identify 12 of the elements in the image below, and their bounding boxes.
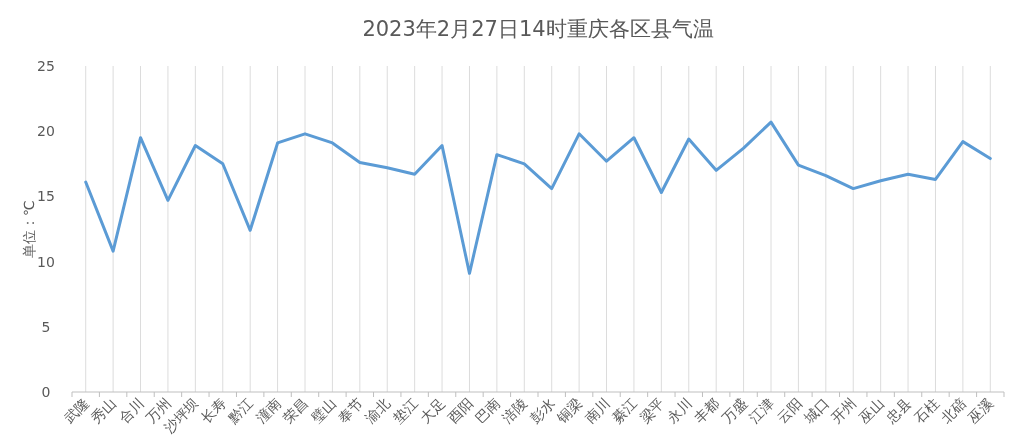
y-tick-label: 5 [41,318,51,335]
y-tick-label: 25 [37,58,55,74]
x-tick-label: 云阳 [773,394,805,426]
y-tick-label: 20 [37,123,55,140]
chart-title: 2023年2月27日14时重庆各区县气温 [362,17,714,41]
y-tick-label: 10 [37,253,55,270]
y-axis-title: 单位：℃ [21,200,37,258]
x-tick-label: 石柱 [910,394,942,426]
x-tick-label: 渝北 [362,394,394,426]
y-tick-label: 0 [41,384,51,400]
line-series [84,120,992,275]
y-tick-label: 15 [37,188,55,205]
